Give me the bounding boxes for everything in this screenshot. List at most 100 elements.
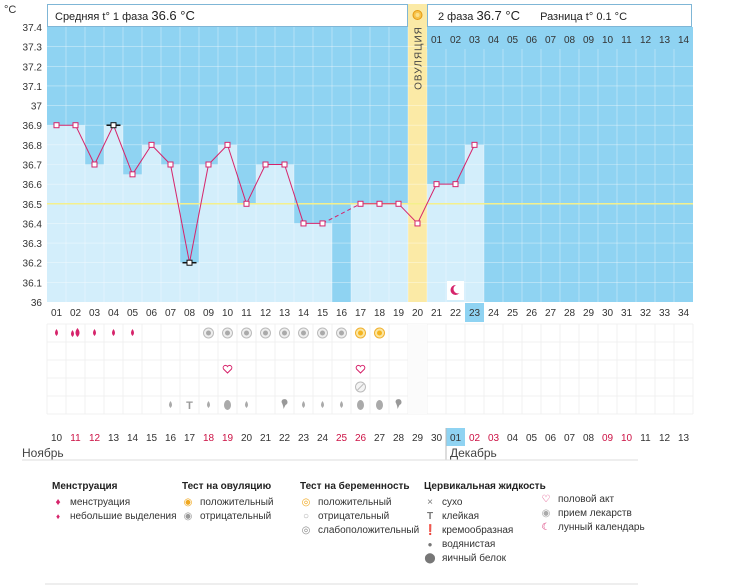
negative-ovulation-test-core [339, 330, 344, 336]
calendar-date-label: 24 [317, 433, 329, 444]
temp-point [300, 220, 307, 227]
cycle-day-label: 29 [583, 308, 595, 319]
temp-point [319, 220, 326, 227]
calendar-date-label: 22 [279, 433, 291, 444]
temp-point-excluded [186, 259, 193, 266]
cycle-day-label: 09 [203, 308, 215, 319]
temp-point [205, 161, 212, 168]
calendar-date-label: 18 [203, 433, 215, 444]
cycle-day-label: 13 [279, 308, 291, 319]
light-drop-icon: ♦ [55, 512, 61, 521]
temp-point-excluded [110, 122, 117, 129]
eggwhite-icon [357, 400, 364, 410]
legend-title: Тест на овуляцию [182, 481, 272, 492]
temp-column [66, 125, 85, 302]
cycle-day-label: 33 [659, 308, 671, 319]
cycle-day-label: 21 [431, 308, 443, 319]
cycle-day-label: 18 [374, 308, 386, 319]
temp-line-segment [227, 144, 247, 204]
heavy-drop-icon [71, 330, 74, 337]
light-drop-icon [55, 329, 58, 336]
eggwhite-icon [376, 400, 383, 410]
cycle-day-label: 31 [621, 308, 633, 319]
temp-point [243, 200, 250, 207]
legend-item: ◎ слабоположительный [300, 524, 420, 538]
temp-line-segment [417, 183, 437, 224]
watery-icon [169, 401, 172, 408]
negative-ovulation-test-core [244, 330, 249, 336]
temp-column [161, 164, 180, 302]
legend-menstruation: Менструация ♦ менструация ♦ небольшие выде… [52, 481, 177, 524]
temp-line-segment [208, 144, 228, 165]
legend-item: ☾ лунный календарь [540, 521, 645, 535]
legend-label: половой акт [558, 494, 615, 505]
y-axis-unit: °C [4, 4, 16, 16]
temp-column [351, 203, 370, 302]
temp-line-segment [132, 144, 152, 175]
cycle-day-label: 32 [640, 308, 652, 319]
negative-ovulation-test-core [206, 330, 211, 336]
legend-label: отрицательный [318, 511, 390, 522]
calendar-date-label: 04 [507, 433, 519, 444]
calendar-date-label: 10 [621, 433, 633, 444]
calendar-date-label: 03 [488, 433, 500, 444]
cycle-day-label: 34 [678, 308, 690, 319]
legend-pregnancy-test: Тест на беременность ◎ положительный ○ отр… [300, 481, 419, 538]
light-drop-icon [112, 329, 115, 336]
y-tick-label: 37.3 [23, 43, 43, 54]
phase2-label: 2 фаза [438, 11, 474, 23]
cycle-day-label: 19 [393, 308, 405, 319]
legend-label: прием лекарств [558, 508, 632, 519]
after-ovulation-day: 09 [583, 35, 595, 46]
legend-label: менструация [70, 497, 131, 508]
cycle-day-label: 23 [469, 308, 481, 319]
y-tick-label: 36.9 [23, 121, 43, 132]
after-ovulation-day: 10 [602, 35, 614, 46]
legend-label: клейкая [442, 511, 480, 522]
temp-column [123, 174, 142, 302]
calendar-date-label: 02 [469, 433, 481, 444]
after-ovulation-header [427, 27, 693, 49]
watery-icon [207, 401, 210, 408]
y-tick-label: 36.3 [23, 239, 43, 250]
positive-circle-icon: ◉ [183, 497, 193, 508]
moon-icon-cutout [453, 284, 463, 294]
phase1-label: Средняя t° 1 фаза [55, 11, 149, 23]
cycle-day-label: 02 [70, 308, 82, 319]
cycle-day-label: 08 [184, 308, 196, 319]
calendar-date-label: 05 [526, 433, 538, 444]
calendar-date-label: 28 [393, 433, 405, 444]
after-ovulation-day: 12 [640, 35, 652, 46]
eggwhite-icon: ⬤ [424, 553, 436, 564]
current-date-highlight [446, 428, 465, 446]
legend-ovulation-test: Тест на овуляцию ◉ положительный ◉ отрицат… [182, 481, 273, 524]
calendar-date-label: 19 [222, 433, 234, 444]
temp-point [433, 181, 440, 188]
cycle-day-label: 22 [450, 308, 462, 319]
calendar-date-label: 29 [412, 433, 424, 444]
ovulation-label: ОВУЛЯЦИЯ [414, 26, 425, 90]
calendar-date-label: 27 [374, 433, 386, 444]
after-ovulation-day: 01 [431, 35, 443, 46]
after-ovulation-day: 13 [659, 35, 671, 46]
positive-ovulation-test-core [358, 330, 363, 336]
calendar-date-label: 13 [108, 433, 120, 444]
temp-line-segment [75, 124, 95, 165]
y-tick-label: 37.1 [23, 82, 43, 93]
creamy-icon [281, 399, 288, 409]
legend-item: ◉ положительный [182, 496, 274, 510]
legend-label: сухо [442, 497, 463, 508]
pill-icon-line [357, 383, 364, 391]
negative-ovulation-test-core [301, 330, 306, 336]
positive-circle-icon: ◎ [301, 497, 311, 508]
legend-item: ◉ отрицательный [182, 510, 273, 524]
temp-point [452, 181, 459, 188]
ovulation-sun-core [415, 13, 420, 17]
heart-icon [222, 364, 233, 374]
legend-item: ○ отрицательный [300, 510, 419, 524]
legend-item: ♡ половой акт [540, 493, 645, 507]
legend-label: водянистая [442, 539, 496, 550]
calendar-date-label: 21 [260, 433, 272, 444]
calendar-date-label: 11 [640, 433, 651, 444]
